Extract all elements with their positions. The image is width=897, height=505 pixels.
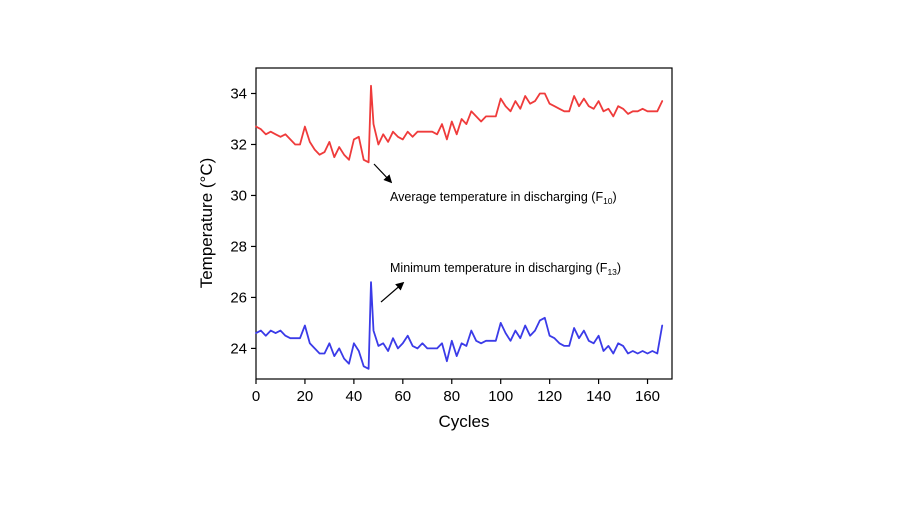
- x-tick-label: 100: [488, 388, 513, 405]
- x-axis: 0 20 40 60 80 100 120 140 160: [252, 379, 660, 405]
- annotation-minimum-temperature: Minimum temperature in discharging (F13): [390, 261, 621, 277]
- annotation-minimum-text: Minimum temperature in discharging (F: [390, 261, 608, 275]
- y-tick-label: 34: [230, 85, 247, 102]
- annotation-average-text: Average temperature in discharging (F: [390, 190, 603, 204]
- series-layer: [255, 84, 664, 370]
- y-tick-label: 28: [230, 238, 247, 255]
- annotation-arrow-minimum: [380, 281, 405, 303]
- series-line-minimum: [255, 281, 664, 370]
- y-axis-title: Temperature (°C): [197, 158, 216, 289]
- series-line-average: [255, 84, 664, 164]
- y-tick-label: 30: [230, 187, 247, 204]
- x-tick-label: 140: [586, 388, 611, 405]
- plot-frame: [255, 67, 673, 380]
- annotation-arrow-average: [373, 163, 393, 184]
- x-tick-label: 160: [635, 388, 660, 405]
- x-tick-label: 120: [537, 388, 562, 405]
- y-tick-label: 26: [230, 289, 247, 306]
- annotation-average-tail: ): [613, 190, 617, 204]
- x-axis-title: Cycles: [438, 412, 489, 431]
- x-tick-label: 20: [297, 388, 314, 405]
- y-tick-label: 32: [230, 136, 247, 153]
- x-tick-label: 0: [252, 388, 260, 405]
- x-tick-label: 80: [443, 388, 460, 405]
- y-axis: 24 26 28 30 32 34: [230, 85, 256, 357]
- y-tick-label: 24: [230, 340, 247, 357]
- x-tick-label: 40: [346, 388, 363, 405]
- annotation-minimum-subscript: 13: [607, 267, 617, 277]
- annotation-average-temperature: Average temperature in discharging (F10): [390, 190, 617, 206]
- annotation-average-subscript: 10: [603, 196, 613, 206]
- annotation-minimum-tail: ): [617, 261, 621, 275]
- x-tick-label: 60: [394, 388, 411, 405]
